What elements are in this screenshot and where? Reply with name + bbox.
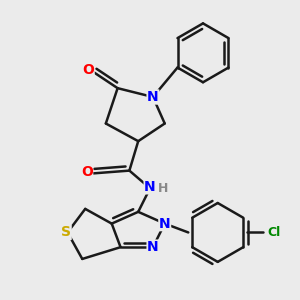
Text: Cl: Cl bbox=[267, 226, 280, 239]
Text: N: N bbox=[147, 90, 159, 104]
Text: S: S bbox=[61, 225, 71, 239]
Text: O: O bbox=[82, 64, 94, 77]
Text: O: O bbox=[81, 165, 93, 179]
Text: N: N bbox=[159, 217, 170, 231]
Text: N: N bbox=[144, 180, 156, 194]
Text: H: H bbox=[158, 182, 168, 195]
Text: N: N bbox=[147, 240, 159, 254]
